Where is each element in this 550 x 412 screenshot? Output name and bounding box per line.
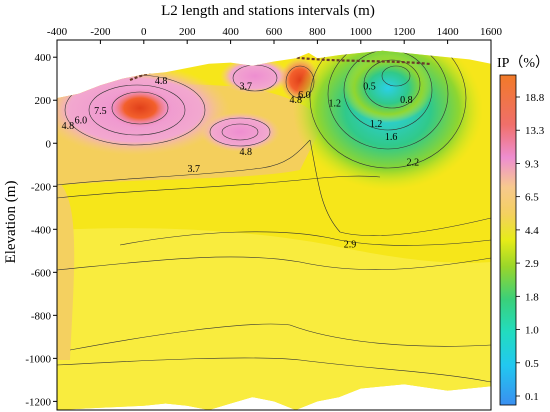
contour-line [111, 91, 169, 125]
contour-line [381, 65, 411, 87]
plot-area [57, 50, 491, 410]
colorbar-tick-label: 4.4 [525, 225, 539, 237]
x-tick-label: 600 [266, 26, 283, 38]
contour-label: 2.9 [344, 239, 357, 250]
y-tick-label: -600 [31, 267, 52, 279]
colorbar-tick-label: 1.8 [525, 291, 539, 303]
y-tick-label: -1200 [25, 396, 51, 408]
x-axis: -400 -200 0 200 400 600 800 1000 1200 1400 1600 [47, 26, 503, 44]
colorbar-tick-label: 13.3 [525, 125, 545, 137]
contour-line [285, 65, 315, 99]
chart-title: L2 length and stations intervals (m) [161, 3, 375, 19]
y-tick-label: 0 [46, 138, 52, 150]
x-tick-label: 1400 [437, 26, 460, 38]
contour-line [119, 231, 491, 246]
contour-line [209, 117, 271, 147]
y-axis-title: Elevation (m) [3, 181, 19, 264]
contour-line [309, 139, 491, 237]
x-tick-label: 200 [179, 26, 196, 38]
contour-line [343, 50, 433, 131]
left-orange-side [57, 180, 75, 360]
contour-label: 0.5 [363, 81, 376, 92]
contour-label: 4.8 [155, 76, 168, 87]
x-tick-label: 1000 [350, 26, 373, 38]
x-tick-label: 800 [309, 26, 326, 38]
low-ip-zone-core [343, 53, 433, 123]
colorbar-labels: 18.8 13.3 9.3 6.5 4.4 2.9 1.8 1.0 0.5 0.1 [516, 92, 545, 403]
contour-label: 3.7 [187, 164, 200, 175]
colorbar: IP（%） 18.8 13.3 9.3 6.5 4.4 2.9 1.8 1.0 0.5 0.1 [497, 55, 549, 406]
y-axis: 400 200 0 -200 -400 -600 -800 -1000 -1200 [25, 52, 57, 408]
contour-line [57, 256, 491, 271]
x-tick-label: 400 [222, 26, 239, 38]
y-tick-label: -1000 [25, 353, 51, 365]
y-tick-label: -400 [31, 224, 52, 236]
contour-label: 6.0 [75, 116, 88, 127]
y-tick-label: 400 [35, 52, 52, 64]
contour-lines [57, 50, 491, 383]
contour-label: 2.2 [407, 158, 420, 169]
contour-label: 1.6 [385, 132, 398, 143]
contour-label: 4.8 [289, 95, 302, 106]
contour-line [57, 175, 381, 199]
contour-line [88, 84, 186, 136]
x-tick-label: -200 [90, 26, 111, 38]
y-tick-label: -800 [31, 310, 52, 322]
colorbar-tick-label: 0.5 [525, 358, 539, 370]
deep-yellow-zone [57, 228, 491, 410]
colorbar-tick-label: 18.8 [525, 92, 545, 104]
high-ip-core [108, 88, 172, 128]
contour-label: 3.7 [240, 81, 253, 92]
y-tick-label: -200 [31, 181, 52, 193]
x-tick-label: 1200 [393, 26, 416, 38]
contour-line [57, 139, 311, 186]
y-tick-label: 200 [35, 95, 52, 107]
contour-label: 0.8 [400, 95, 413, 106]
contour-line [69, 323, 491, 351]
contour-line [221, 123, 259, 141]
contour-line [363, 59, 421, 109]
contour-label: 4.8 [240, 147, 253, 158]
colorbar-tick-label: 0.1 [525, 391, 539, 403]
x-tick-label: 0 [141, 26, 147, 38]
contour-label: 7.5 [94, 106, 107, 117]
colorbar-ramp [499, 74, 517, 406]
x-tick-label: -400 [47, 26, 68, 38]
contour-line [309, 50, 467, 169]
colorbar-tick-label: 9.3 [525, 158, 539, 170]
contour-label: 1.2 [370, 119, 383, 130]
x-tick-label: 1600 [480, 26, 503, 38]
colorbar-tick-label: 2.9 [525, 258, 539, 270]
colorbar-title: IP（%） [497, 55, 549, 71]
contour-label: 6.0 [298, 90, 311, 101]
contour-labels: 4.8 3.74.8 6.07.54.83.74.86.01.20.50.81.21… [62, 76, 420, 250]
contour-line [57, 357, 491, 383]
contour-line [327, 50, 449, 150]
contour-label: 1.2 [329, 98, 342, 109]
colorbar-tick-label: 6.5 [525, 192, 539, 204]
high-ip-zone-top [220, 58, 290, 94]
contour-label: 4.8 [62, 121, 75, 132]
high-ip-zone-mid [200, 112, 280, 152]
colorbar-tick-label: 1.0 [525, 325, 539, 337]
